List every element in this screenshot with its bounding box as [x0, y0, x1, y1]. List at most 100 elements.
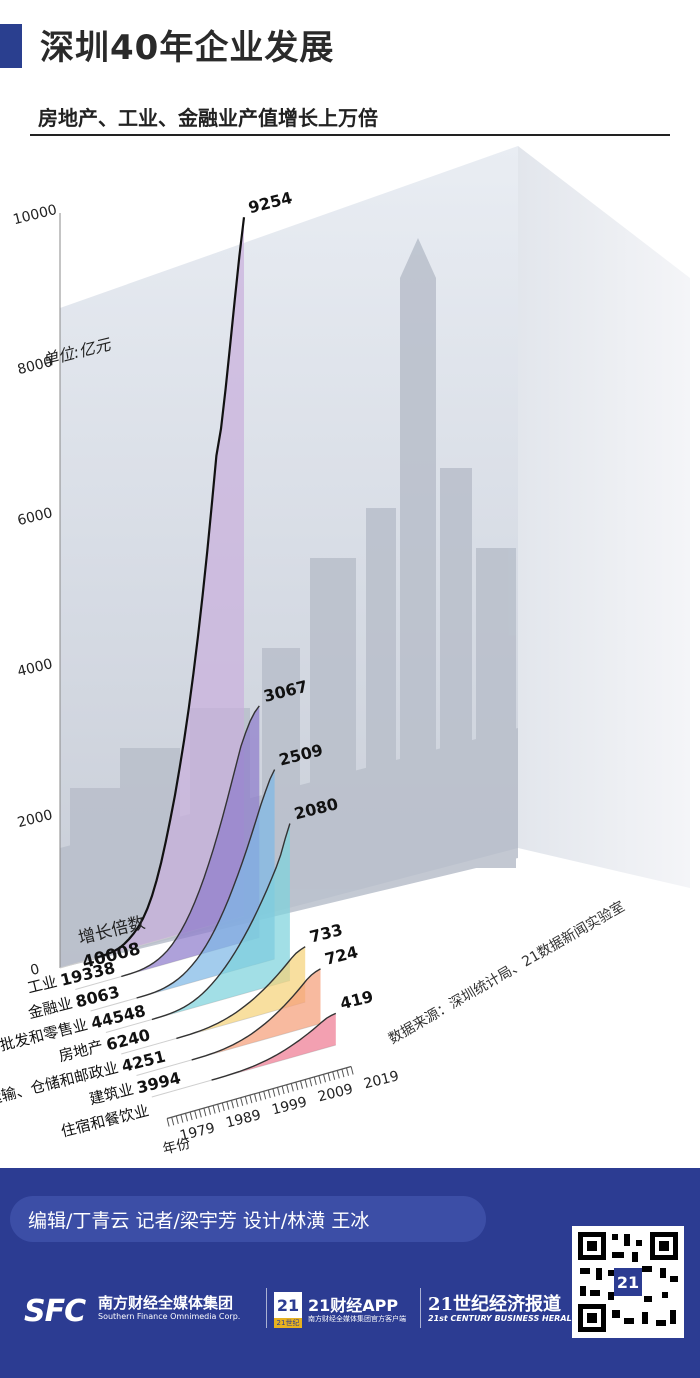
page-title: 深圳40年企业发展	[40, 28, 335, 68]
x-tick-mark	[249, 1094, 253, 1104]
logo-divider	[266, 1288, 267, 1328]
x-tick-label: 2009	[316, 1081, 354, 1105]
series-area	[211, 1013, 336, 1081]
series-baseline	[151, 1044, 336, 1098]
x-tick-mark	[166, 1118, 170, 1127]
x-tick-label: 1989	[224, 1107, 262, 1131]
x-tick-mark	[323, 1074, 326, 1083]
sfc-name-en: Southern Finance Omnimedia Corp.	[98, 1312, 241, 1321]
x-tick-mark	[185, 1113, 188, 1122]
series-line	[96, 217, 246, 959]
qr-code-icon: 21	[578, 1232, 678, 1332]
x-tick-mark	[281, 1085, 285, 1095]
x-tick-mark	[258, 1092, 262, 1101]
x-tick-mark	[235, 1098, 239, 1108]
x-tick-mark	[286, 1084, 290, 1093]
series-end-label: 724	[323, 942, 360, 969]
x-tick-mark	[309, 1078, 313, 1087]
x-tick-mark	[295, 1081, 299, 1091]
logo-divider	[420, 1288, 421, 1328]
series-line	[151, 823, 291, 1021]
y-tick-label: 4000	[16, 656, 54, 680]
series-area	[96, 217, 244, 958]
series-end-label: 419	[338, 987, 375, 1014]
year-prefix: 年份	[161, 1136, 192, 1158]
x-tick-mark	[208, 1106, 211, 1115]
x-tick-mark	[336, 1070, 340, 1079]
credits-text: 编辑/丁青云 记者/梁宇芳 设计/林潢 王冰	[28, 1210, 370, 1232]
x-tick-mark	[272, 1088, 276, 1097]
y-tick-label: 0	[29, 961, 42, 979]
series-line	[136, 769, 276, 999]
series-growth-label: 3994	[135, 1068, 183, 1097]
x-tick-mark	[180, 1114, 184, 1123]
x-tick-mark	[175, 1115, 179, 1125]
sfc-logo: SFC	[24, 1294, 86, 1329]
x-tick-mark	[267, 1089, 271, 1099]
x-tick-mark	[189, 1111, 193, 1121]
series-name-label: 住宿和餐饮业	[59, 1101, 151, 1140]
x-tick-mark	[221, 1102, 225, 1112]
sfc-name-cn: 南方财经全媒体集团	[98, 1294, 234, 1312]
source-note: 数据来源：深圳统计局、21数据新闻实验室	[386, 898, 628, 1048]
x-tick-mark	[263, 1091, 267, 1100]
series-name-label: 金融业	[26, 994, 74, 1022]
series-area	[136, 769, 275, 998]
x-tick-mark	[240, 1097, 244, 1106]
series-line	[191, 968, 321, 1061]
herald-name-en: 21st CENTURY BUSINESS HERALD	[428, 1314, 579, 1323]
x-tick-mark	[341, 1068, 345, 1078]
series-growth-label: 4251	[120, 1047, 168, 1076]
series-area	[176, 946, 306, 1039]
chart-subtitle: 房地产、工业、金融业产值增长上万倍	[38, 106, 378, 130]
credits-pill: 编辑/丁青云 记者/梁宇芳 设计/林潢 王冰	[10, 1196, 486, 1242]
app-logo-badge: 21	[274, 1292, 302, 1320]
x-tick-mark	[304, 1079, 308, 1088]
footer: 编辑/丁青云 记者/梁宇芳 设计/林潢 王冰 SFC 南方财经全媒体集团 Sou…	[0, 1168, 700, 1378]
x-tick-mark	[203, 1107, 207, 1117]
y-tick-label: 10000	[11, 202, 58, 228]
herald-name-cn: 21世纪经济报道	[428, 1294, 562, 1315]
x-tick-mark	[217, 1104, 221, 1113]
x-tick-mark	[318, 1075, 322, 1084]
series-name-label: 工业	[25, 972, 58, 997]
x-tick-mark	[350, 1066, 354, 1075]
chart-subtitle-box: 房地产、工业、金融业产值增长上万倍	[30, 98, 670, 136]
backdrop-sidewall	[518, 146, 690, 888]
series-area	[151, 823, 290, 1020]
series-name-label: 房地产	[57, 1037, 105, 1065]
series-growth-label: 6240	[104, 1025, 152, 1054]
x-tick-label: 1999	[270, 1094, 308, 1118]
y-tick-label: 2000	[16, 807, 54, 831]
x-tick-mark	[194, 1110, 198, 1119]
series-end-label: 733	[308, 920, 345, 947]
x-tick-mark	[332, 1071, 336, 1080]
x-tick-mark	[290, 1083, 294, 1092]
y-tick-label: 6000	[16, 505, 54, 529]
series-area	[191, 968, 321, 1060]
app-name: 21财经APP	[308, 1296, 399, 1315]
series-layer	[59, 217, 337, 1098]
x-tick-mark	[231, 1100, 234, 1109]
publisher-logos: SFC 南方财经全媒体集团 Southern Finance Omnimedia…	[24, 1288, 578, 1338]
x-tick-mark	[171, 1117, 175, 1126]
qr-badge: 21	[617, 1273, 639, 1292]
x-tick-mark	[226, 1101, 230, 1110]
series-name-label: 建筑业	[87, 1080, 135, 1108]
x-tick-mark	[346, 1067, 349, 1076]
series-line	[121, 705, 260, 978]
series-line	[211, 1012, 337, 1081]
x-tick-mark	[254, 1093, 257, 1102]
header-accent-bar	[0, 24, 22, 68]
x-tick-mark	[198, 1109, 202, 1118]
chart-area: 房地产、工业、金融业产值增长上万倍	[0, 88, 700, 1168]
qr-code[interactable]: 21	[572, 1226, 684, 1338]
series-line	[176, 946, 306, 1040]
x-tick-mark	[212, 1105, 216, 1114]
app-subtitle: 南方财经全媒体集团官方客户端	[308, 1315, 406, 1323]
series-end-label: 9254	[246, 188, 294, 217]
x-tick-mark	[313, 1076, 317, 1086]
x-tick-mark	[244, 1096, 248, 1105]
